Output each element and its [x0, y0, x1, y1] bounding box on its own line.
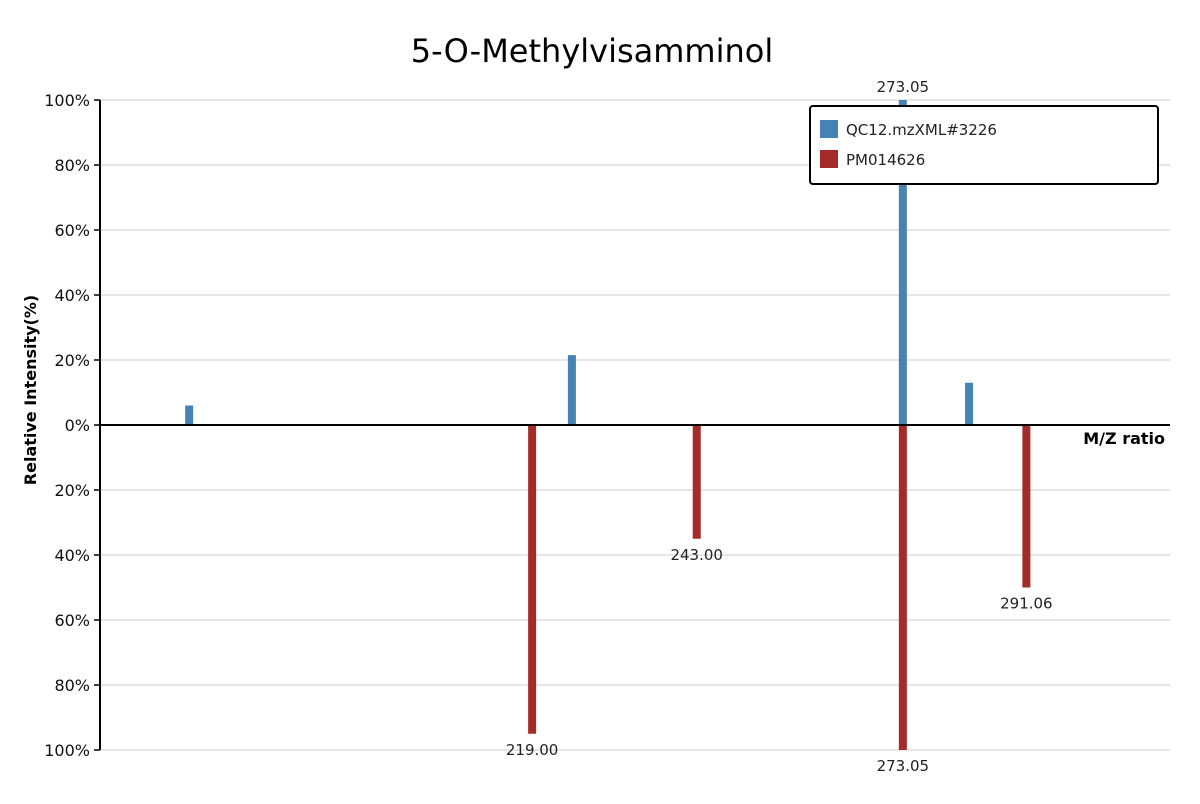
legend: QC12.mzXML#3226 PM014626 [809, 105, 1159, 185]
chart-title: 5-O-Methylvisamminol [411, 32, 773, 70]
y-tick-label: 20% [54, 481, 90, 500]
legend-swatch-pm014626 [820, 150, 838, 168]
peak-bar [898, 425, 907, 750]
y-tick-label: 60% [54, 611, 90, 630]
peak-label: 273.05 [877, 757, 930, 775]
peak-labels: 273.05 219.00 243.00 273.05 291.06 [506, 78, 1053, 775]
legend-label-pm014626: PM014626 [846, 151, 925, 169]
peak-label: 273.05 [877, 78, 930, 96]
y-tick-label: 60% [54, 221, 90, 240]
y-tick-label: 100% [44, 91, 90, 110]
y-tick-label: 100% [44, 741, 90, 760]
x-axis-label: M/Z ratio [1083, 429, 1165, 448]
peak-bar [965, 382, 974, 425]
legend-box [809, 105, 1159, 185]
y-tick-labels: 100% 80% 60% 40% 20% 0% 20% 40% 60% 80% 100% [44, 91, 100, 760]
y-tick-label: 40% [54, 546, 90, 565]
peak-bar [528, 425, 537, 734]
peak-bar [898, 100, 907, 425]
y-tick-label: 80% [54, 156, 90, 175]
y-tick-label: 80% [54, 676, 90, 695]
peak-label: 291.06 [1000, 595, 1053, 613]
grid-lines [100, 99, 1170, 751]
y-tick-label: 0% [65, 416, 90, 435]
peak-bar [1022, 425, 1031, 588]
peak-label: 219.00 [506, 741, 559, 759]
y-axis-label: Relative Intensity(%) [21, 295, 40, 485]
peak-bar [567, 355, 576, 425]
axes [99, 100, 1170, 750]
legend-swatch-qc12 [820, 120, 838, 138]
peak-bars [185, 100, 1031, 750]
peak-bar [185, 405, 194, 425]
y-tick-label: 20% [54, 351, 90, 370]
y-tick-label: 40% [54, 286, 90, 305]
peak-label: 243.00 [670, 546, 723, 564]
peak-bar [692, 425, 701, 539]
legend-label-qc12: QC12.mzXML#3226 [846, 121, 997, 139]
